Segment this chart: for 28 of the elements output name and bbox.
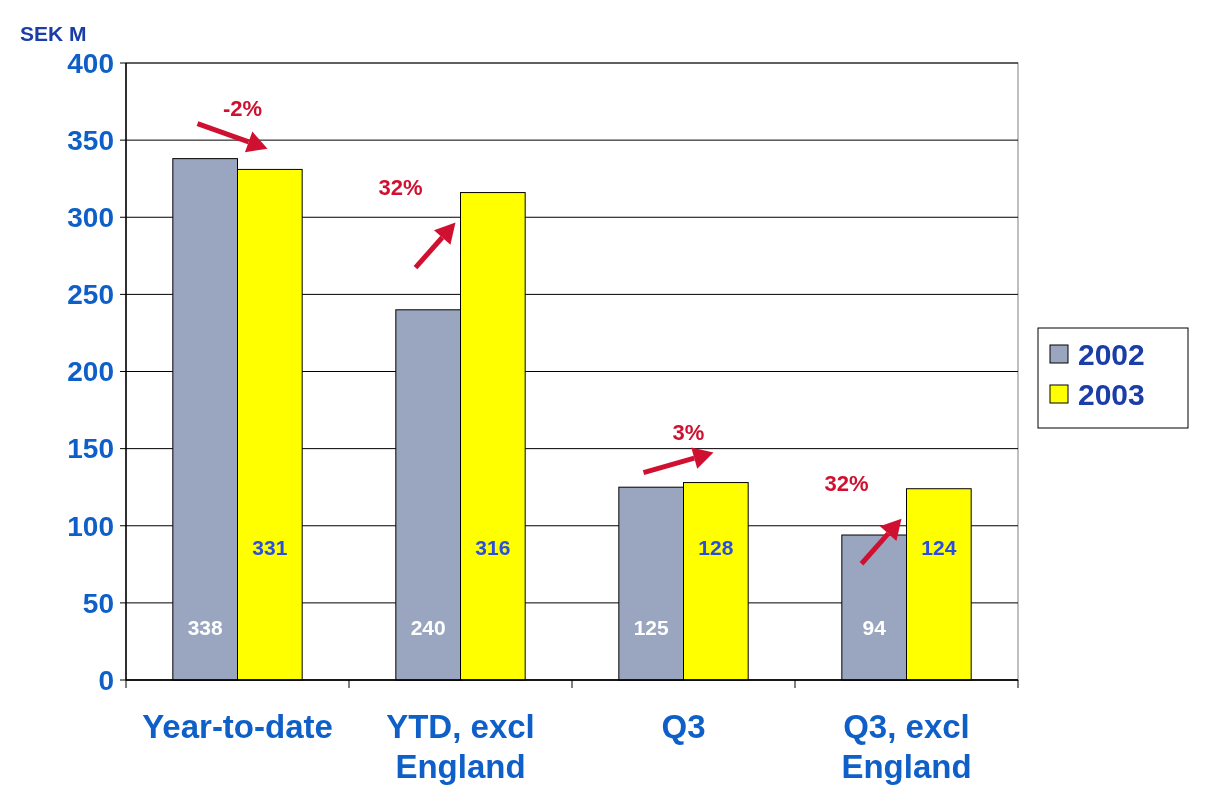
y-tick-label: 350 xyxy=(67,124,114,156)
y-tick-label: 50 xyxy=(82,587,114,619)
data-label: 316 xyxy=(475,536,511,559)
annotation: 32% xyxy=(378,174,423,200)
x-tick-label: Q3, excl England xyxy=(841,708,972,785)
y-tick-label: 100 xyxy=(67,510,114,542)
annotation: 3% xyxy=(672,419,705,445)
data-label: 338 xyxy=(187,616,223,639)
data-label: 124 xyxy=(921,536,957,559)
data-label: 94 xyxy=(862,616,887,639)
y-tick-label: 400 xyxy=(67,47,114,79)
annotation: 32% xyxy=(824,470,869,496)
x-tick-label: Q3 xyxy=(661,708,706,745)
x-tick-label: Year-to-date xyxy=(142,708,333,745)
y-axis-title: SEK M xyxy=(20,22,87,45)
annotation: -2% xyxy=(222,95,263,121)
y-tick-label: 0 xyxy=(98,664,114,696)
data-label: 240 xyxy=(410,616,446,639)
legend-label: 2003 xyxy=(1078,377,1145,411)
legend-label: 2002 xyxy=(1078,337,1145,371)
y-tick-label: 250 xyxy=(67,279,114,311)
y-tick-label: 150 xyxy=(67,433,114,465)
y-tick-label: 300 xyxy=(67,202,114,234)
data-label: 331 xyxy=(252,536,288,559)
data-label: 125 xyxy=(633,616,669,639)
data-label: 128 xyxy=(698,536,734,559)
x-tick-label: YTD, excl England xyxy=(386,708,535,785)
y-tick-label: 200 xyxy=(67,356,114,388)
